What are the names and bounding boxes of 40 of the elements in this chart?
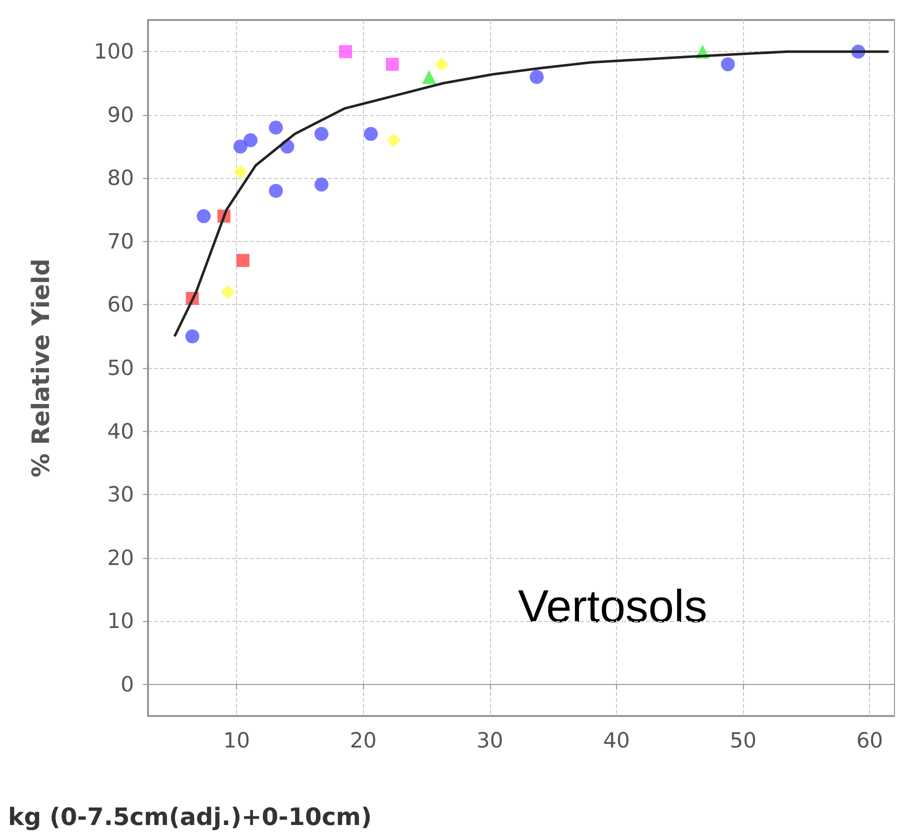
y-tick-label: 100 bbox=[94, 40, 134, 64]
point bbox=[364, 126, 378, 141]
y-axis-title: % Relative Yield bbox=[27, 258, 55, 478]
point bbox=[196, 209, 211, 224]
x-tick-label: 50 bbox=[730, 728, 756, 752]
y-tick-label: 50 bbox=[107, 356, 134, 380]
point bbox=[220, 285, 235, 300]
point bbox=[268, 120, 283, 135]
annotation: Vertosols bbox=[518, 580, 708, 632]
y-tick-label: 80 bbox=[107, 166, 134, 190]
y-tick-label: 10 bbox=[107, 609, 134, 634]
point bbox=[720, 57, 735, 72]
point bbox=[236, 254, 250, 267]
point bbox=[314, 126, 328, 141]
point bbox=[233, 140, 248, 154]
point bbox=[244, 133, 258, 148]
point bbox=[314, 178, 328, 192]
y-tick-label: 0 bbox=[120, 672, 134, 696]
point bbox=[434, 57, 449, 72]
x-tick-label: 20 bbox=[350, 728, 377, 752]
point bbox=[185, 329, 200, 344]
x-axis-title: kg (0-7.5cm(adj.)+0-10cm) bbox=[8, 803, 372, 831]
point bbox=[386, 58, 399, 71]
x-tick-label: 40 bbox=[603, 728, 630, 752]
point bbox=[386, 133, 401, 148]
y-tick-label: 60 bbox=[107, 292, 134, 317]
x-tick-label: 60 bbox=[856, 728, 884, 752]
point bbox=[233, 164, 248, 179]
line-series bbox=[173, 50, 890, 338]
point bbox=[530, 70, 544, 84]
x-tick-label: 10 bbox=[223, 728, 250, 752]
point bbox=[268, 184, 283, 198]
point bbox=[422, 70, 436, 84]
y-tick-label: 20 bbox=[107, 546, 134, 570]
y-tick-label: 90 bbox=[107, 102, 134, 127]
point bbox=[339, 45, 352, 58]
y-tick-label: 40 bbox=[107, 419, 134, 444]
y-tick-label: 30 bbox=[107, 482, 134, 507]
x-tick-label: 30 bbox=[476, 728, 504, 752]
y-tick-label: 70 bbox=[107, 229, 134, 254]
